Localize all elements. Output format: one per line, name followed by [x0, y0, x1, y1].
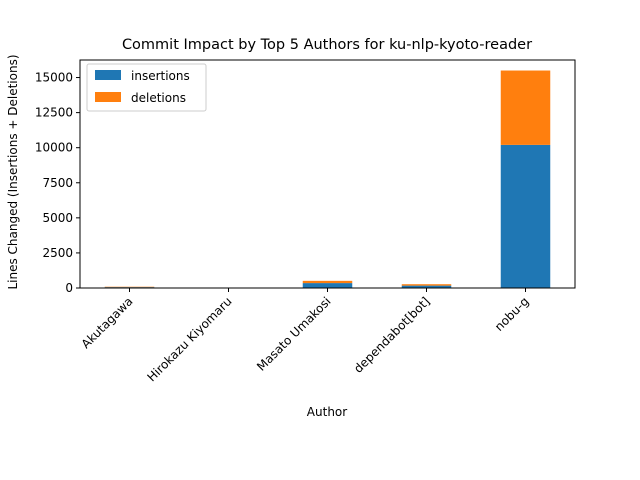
- y-tick-label: 2500: [42, 246, 73, 260]
- plot-frame: [79, 59, 576, 289]
- y-tick-label: 0: [65, 281, 73, 295]
- bar-insertions-2: [302, 283, 353, 288]
- y-tick-label: 7500: [42, 176, 73, 190]
- legend: insertions deletions: [86, 63, 207, 112]
- bar-insertions-3: [401, 285, 452, 288]
- chart-title: Commit Impact by Top 5 Authors for ku-nl…: [122, 37, 532, 53]
- y-axis-label: Lines Changed (Insertions + Deletions): [6, 54, 20, 289]
- bars-group: [104, 70, 551, 288]
- legend-swatch-deletions: [95, 92, 121, 102]
- legend-label-insertions: insertions: [131, 69, 190, 83]
- bar-deletions-2: [302, 280, 353, 284]
- y-tick-label: 15000: [35, 71, 73, 85]
- legend-label-deletions: deletions: [131, 91, 186, 105]
- y-ticks-group: 0 2500 5000 7500 10000 12500 15000: [35, 71, 80, 295]
- y-tick-label: 12500: [35, 106, 73, 120]
- legend-swatch-insertions: [95, 70, 121, 80]
- y-tick-label: 10000: [35, 141, 73, 155]
- x-axis-label: Author: [307, 405, 347, 419]
- bar-insertions-4: [500, 144, 551, 288]
- bar-deletions-3: [401, 284, 452, 286]
- bar-deletions-4: [500, 70, 551, 145]
- y-tick-label: 5000: [42, 211, 73, 225]
